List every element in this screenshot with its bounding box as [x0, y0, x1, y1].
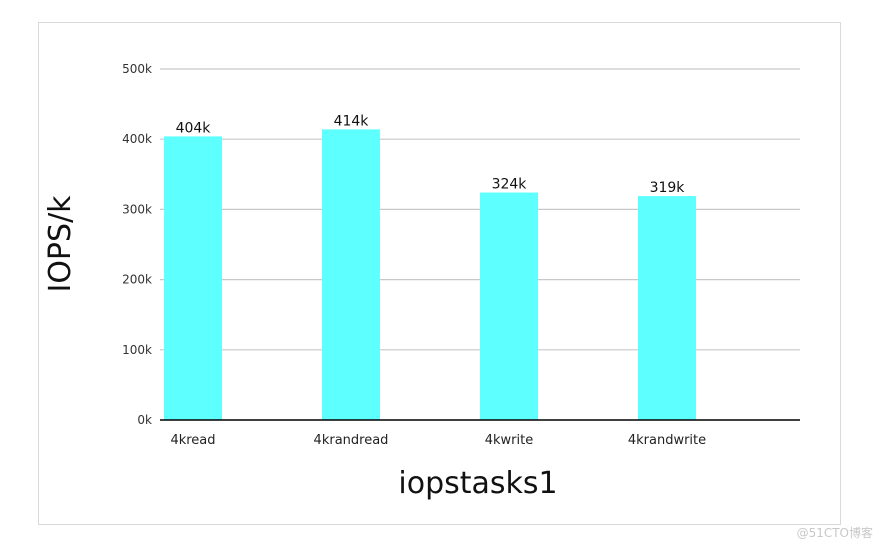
- x-tick-label-4krandread: 4krandread: [314, 433, 389, 448]
- x-tick-label-4krandwrite: 4krandwrite: [628, 433, 706, 448]
- watermark: @51CTO博客: [796, 526, 873, 540]
- x-axis-title: iopstasks1: [398, 466, 557, 501]
- y-tick-label: 200k: [122, 273, 152, 287]
- bar-4krandread: [322, 129, 380, 420]
- data-labels: 404k 414k 324k 319k: [176, 113, 686, 196]
- x-tick-label-4kread: 4kread: [170, 433, 215, 448]
- data-label-4krandread: 414k: [334, 113, 370, 129]
- data-label-4kwrite: 324k: [492, 177, 528, 193]
- y-axis-title: IOPS/k: [43, 195, 78, 293]
- bars: [164, 129, 696, 420]
- y-tick-label: 100k: [122, 343, 152, 357]
- y-tick-label: 0k: [137, 413, 152, 427]
- y-tick-label: 300k: [122, 202, 152, 216]
- data-label-4krandwrite: 319k: [650, 180, 686, 196]
- bar-4kwrite: [480, 192, 538, 420]
- bar-4kread: [164, 136, 222, 420]
- x-tick-label-4kwrite: 4kwrite: [485, 433, 533, 448]
- y-tick-labels: 0k 100k 200k 300k 400k 500k: [122, 62, 152, 427]
- x-tick-labels: 4kread 4krandread 4kwrite 4krandwrite: [170, 433, 706, 448]
- y-tick-label: 500k: [122, 62, 152, 76]
- y-tick-label: 400k: [122, 132, 152, 146]
- bar-4krandwrite: [638, 196, 696, 420]
- data-label-4kread: 404k: [176, 120, 212, 136]
